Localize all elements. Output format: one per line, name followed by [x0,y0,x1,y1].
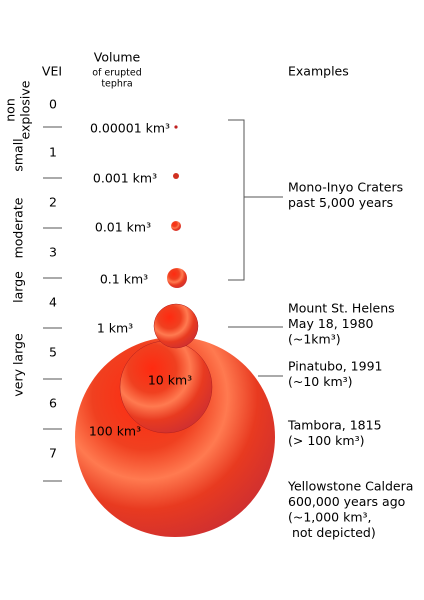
vei-level: 4 [49,295,57,310]
volume-label: 100 km³ [89,424,141,439]
circle-0.1 [167,268,187,288]
category: very large [11,333,26,397]
vei-level: 2 [49,195,57,210]
example-text: Pinatubo, 1991 [288,359,382,374]
circle-0.00001 [174,125,178,129]
volume-label: 0.1 km³ [100,272,148,287]
example-text: past 5,000 years [288,195,393,210]
example-text: (~1km³) [288,332,341,347]
vei-level: 5 [49,345,57,360]
vei-header: VEI [42,64,62,79]
volume-sub: of erupted [92,68,142,79]
volume-label: 0.001 km³ [93,171,157,186]
volume-header: Volume [94,50,141,65]
example-text: Mount St. Helens [288,301,395,316]
example-text: May 18, 1980 [288,316,374,331]
example-text: not depicted) [288,525,376,540]
vei-level: 3 [49,245,57,260]
vei-level: 1 [49,145,57,160]
vei-level: 7 [49,446,57,461]
category: non [3,98,18,122]
category: moderate [11,197,26,258]
circle-0.01 [171,221,181,231]
category: large [11,271,26,303]
examples-header: Examples [288,64,349,79]
category: explosive [18,80,33,139]
category: small [11,138,26,171]
example-text: Tambora, 1815 [287,418,382,433]
example-text: (> 100 km³) [288,433,364,448]
bracket [228,119,283,281]
example-text: Mono-Inyo Craters [288,180,403,195]
circles [75,125,275,537]
volume-label: 0.00001 km³ [90,121,170,136]
example-text: 600,000 years ago [288,494,405,509]
volume-label: 0.01 km³ [95,220,151,235]
volume-sub: tephra [101,79,132,90]
vei-level: 0 [49,97,57,112]
volume-label: 1 km³ [97,321,133,336]
example-text: (~1,000 km³, [288,510,372,525]
example-text: Yellowstone Caldera [287,479,413,494]
example-text: (~10 km³) [288,374,353,389]
dashes [43,126,62,482]
volume-label: 10 km³ [148,373,192,388]
circle-0.001 [173,173,179,179]
vei-level: 6 [49,396,57,411]
circle-1 [153,303,199,349]
